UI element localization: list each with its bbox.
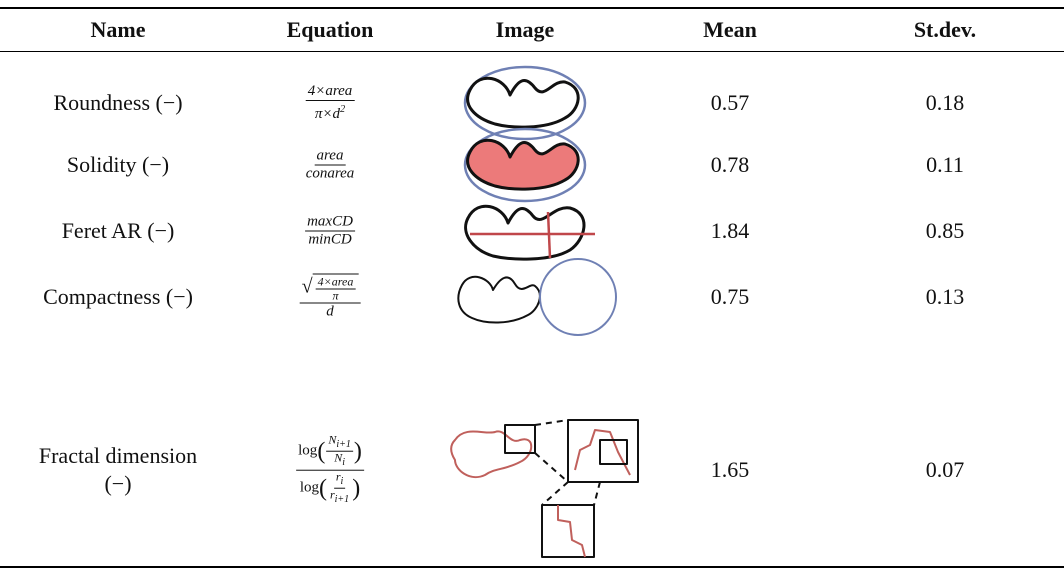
blob: [464, 204, 586, 261]
top-rule: [0, 7, 1064, 9]
header-cell: Mean: [703, 17, 757, 42]
fraction: √ 4×area π d: [299, 273, 361, 321]
name-cell: Feret AR (−): [61, 218, 175, 243]
box: [599, 439, 628, 465]
denominator: log(ri ri+1): [298, 469, 362, 507]
header-cell: Image: [495, 17, 555, 42]
fractal-edge: [557, 505, 586, 558]
denominator: conarea: [305, 165, 355, 182]
name-cell: Compactness (−): [43, 284, 193, 309]
log: log: [299, 479, 319, 496]
fraction: maxCD minCD: [305, 214, 355, 249]
name-cell: Fractal dimension (−): [38, 443, 198, 496]
exponent: 2: [340, 104, 346, 115]
symbol: N: [334, 451, 343, 466]
mean-cell: 0.75: [710, 284, 750, 309]
numerator: log(Ni+1 Ni): [296, 432, 364, 471]
mean-cell: 1.65: [710, 457, 750, 482]
header-cell: Equation: [286, 17, 374, 42]
fraction: 4×area π×d2: [305, 83, 355, 123]
square-root: √ 4×area π: [301, 273, 359, 303]
subscript: i+1: [336, 439, 351, 451]
symbol: r: [329, 487, 335, 502]
symbol: r: [335, 469, 341, 484]
fractal-blob: [450, 430, 533, 479]
header-cell: St.dev.: [913, 17, 977, 42]
inner-numerator: Ni+1: [326, 432, 353, 453]
paren: ): [353, 438, 362, 465]
stdev-cell: 0.07: [925, 457, 965, 482]
min-caliper: [546, 211, 552, 259]
denominator: d: [326, 303, 334, 320]
ellipse: [463, 127, 587, 203]
subscript: i+1: [334, 494, 350, 506]
inner-numerator: ri: [333, 469, 346, 489]
circle: [539, 258, 617, 336]
denominator: minCD: [308, 231, 352, 248]
stdev-cell: 0.13: [925, 284, 965, 309]
numerator: maxCD: [305, 213, 355, 232]
inner-fraction: 4×area π: [315, 274, 356, 303]
ellipse: [463, 65, 587, 141]
stdev-cell: 0.18: [925, 90, 965, 115]
fraction: log(Ni+1 Ni) log(ri ri+1): [296, 432, 364, 507]
subscript: i: [342, 457, 345, 469]
fractal-edge: [574, 429, 631, 476]
name-cell: Roundness (−): [53, 90, 183, 115]
blob: [457, 275, 541, 324]
numerator: area: [314, 147, 346, 166]
zoom-lines: [534, 419, 601, 506]
paren: (: [318, 475, 327, 502]
box: [504, 424, 536, 454]
header-cell: Name: [90, 17, 146, 42]
header-rule: [0, 51, 1064, 52]
inner-denominator: Ni: [332, 452, 347, 469]
box: [567, 419, 639, 483]
filled-blob: [466, 138, 580, 191]
denominator: π×d2: [313, 101, 347, 123]
stdev-cell: 0.11: [926, 152, 964, 177]
stdev-cell: 0.85: [925, 218, 965, 243]
inner-fraction: Ni+1 Ni: [326, 432, 353, 470]
log: log: [298, 443, 318, 460]
inner-numerator: 4×area: [315, 274, 356, 290]
subscript: i: [340, 475, 344, 487]
inner-denominator: ri+1: [328, 487, 351, 506]
mean-cell: 0.57: [710, 90, 750, 115]
equation-cell: √ 4×area π d: [299, 273, 362, 321]
inner-fraction: ri ri+1: [328, 469, 351, 507]
mean-cell: 1.84: [710, 218, 750, 243]
symbol: N: [328, 432, 337, 447]
name-cell: Solidity (−): [66, 152, 170, 177]
denominator-text: π×d: [314, 106, 341, 122]
equation-cell: maxCD minCD: [304, 214, 356, 249]
inner-denominator: π: [332, 288, 339, 303]
numerator: 4×area: [305, 83, 355, 101]
fraction: area conarea: [304, 148, 357, 183]
equation-cell: log(Ni+1 Ni) log(ri ri+1): [295, 432, 365, 507]
blob: [466, 76, 580, 129]
numerator: √ 4×area π: [299, 273, 361, 304]
equation-cell: 4×area π×d2: [305, 83, 356, 123]
paren: (: [317, 438, 326, 465]
bottom-rule: [0, 566, 1064, 568]
equation-cell: area conarea: [303, 148, 358, 183]
radical-sign: √: [301, 275, 313, 298]
box: [541, 504, 595, 558]
mean-cell: 0.78: [710, 152, 750, 177]
paren: ): [352, 475, 361, 502]
